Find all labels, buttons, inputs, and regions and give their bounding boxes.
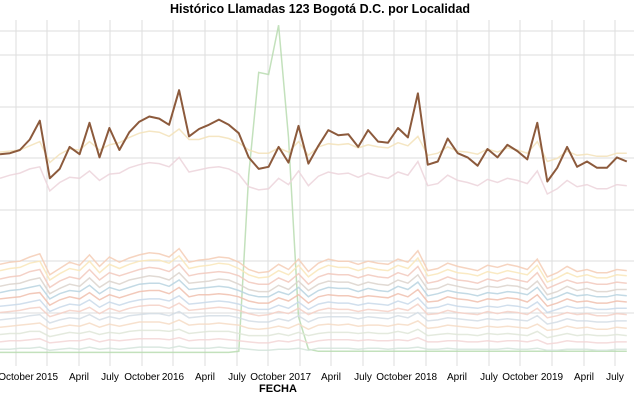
- x-tick-label: July: [606, 372, 624, 383]
- series-line-3: [0, 156, 627, 196]
- x-tick-label: July: [480, 372, 498, 383]
- x-axis-title: FECHA: [259, 383, 297, 395]
- x-tick-label: 2018: [415, 372, 438, 383]
- series-line-11: [0, 302, 627, 319]
- series-line-5: [0, 254, 627, 284]
- x-tick-label: 2016: [162, 372, 185, 383]
- series-line-7: [0, 271, 627, 296]
- x-tick-label: October: [376, 372, 412, 383]
- series-line-6: [0, 263, 627, 290]
- x-tick-label: July: [101, 372, 119, 383]
- series-line-9: [0, 286, 627, 308]
- series-line-4: [0, 247, 627, 278]
- series-line-2: [0, 128, 627, 164]
- x-tick-label: 2017: [289, 372, 312, 383]
- x-tick-label: 2019: [541, 372, 564, 383]
- x-tick-label: April: [447, 372, 467, 383]
- chart-title: Histórico Llamadas 123 Bogotá D.C. por L…: [169, 2, 471, 16]
- x-tick-label: October: [0, 372, 34, 383]
- x-tick-label: October: [502, 372, 538, 383]
- highlighted-series-line: [0, 89, 628, 183]
- series-line-8: [0, 279, 627, 301]
- series-line-14: [0, 328, 627, 339]
- x-tick-label: April: [574, 372, 594, 383]
- series-line-1: [0, 25, 627, 354]
- x-tick-label: April: [69, 372, 89, 383]
- x-tick-label: October: [250, 372, 286, 383]
- x-tick-label: July: [354, 372, 372, 383]
- series-line-15: [0, 336, 627, 345]
- x-tick-label: July: [228, 372, 246, 383]
- series-line-12: [0, 310, 627, 325]
- x-tick-label: April: [321, 372, 341, 383]
- x-tick-label: October: [124, 372, 160, 383]
- series-line-16: [0, 345, 627, 352]
- x-tick-label: April: [195, 372, 215, 383]
- series-line-10: [0, 294, 627, 314]
- series-line-13: [0, 319, 627, 332]
- x-tick-label: 2015: [36, 372, 59, 383]
